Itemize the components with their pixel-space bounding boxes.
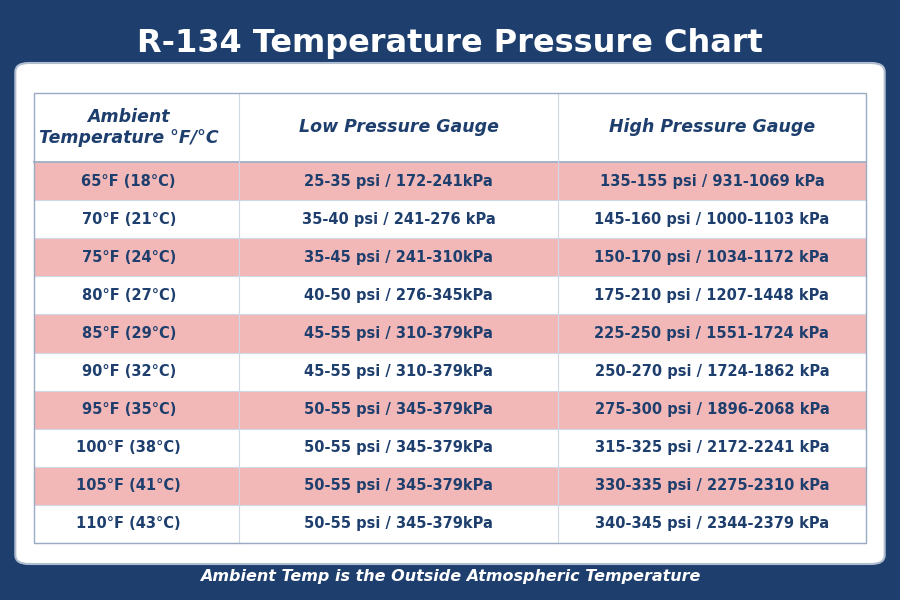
Text: Ambient Temp is the Outside Atmospheric Temperature: Ambient Temp is the Outside Atmospheric … bbox=[200, 569, 700, 583]
Bar bbox=[34, 238, 866, 276]
Text: 340-345 psi / 2344-2379 kPa: 340-345 psi / 2344-2379 kPa bbox=[595, 517, 829, 532]
Text: Low Pressure Gauge: Low Pressure Gauge bbox=[299, 118, 499, 136]
Bar bbox=[34, 276, 866, 314]
Text: 35-40 psi / 241-276 kPa: 35-40 psi / 241-276 kPa bbox=[302, 212, 496, 227]
Bar bbox=[34, 391, 866, 428]
Bar bbox=[34, 314, 866, 352]
Text: 40-50 psi / 276-345kPa: 40-50 psi / 276-345kPa bbox=[304, 288, 493, 303]
Text: Ambient
Temperature °F/°C: Ambient Temperature °F/°C bbox=[39, 108, 219, 147]
Bar bbox=[34, 467, 866, 505]
Text: 105°F (41°C): 105°F (41°C) bbox=[76, 478, 181, 493]
Text: 95°F (35°C): 95°F (35°C) bbox=[82, 402, 176, 417]
Text: 25-35 psi / 172-241kPa: 25-35 psi / 172-241kPa bbox=[304, 173, 493, 188]
Text: 315-325 psi / 2172-2241 kPa: 315-325 psi / 2172-2241 kPa bbox=[595, 440, 829, 455]
Text: 50-55 psi / 345-379kPa: 50-55 psi / 345-379kPa bbox=[304, 478, 493, 493]
Text: 250-270 psi / 1724-1862 kPa: 250-270 psi / 1724-1862 kPa bbox=[595, 364, 829, 379]
Text: 50-55 psi / 345-379kPa: 50-55 psi / 345-379kPa bbox=[304, 517, 493, 532]
Text: 145-160 psi / 1000-1103 kPa: 145-160 psi / 1000-1103 kPa bbox=[594, 212, 830, 227]
Text: 45-55 psi / 310-379kPa: 45-55 psi / 310-379kPa bbox=[304, 326, 493, 341]
Text: 90°F (32°C): 90°F (32°C) bbox=[82, 364, 176, 379]
Text: 225-250 psi / 1551-1724 kPa: 225-250 psi / 1551-1724 kPa bbox=[595, 326, 829, 341]
Bar bbox=[34, 428, 866, 467]
Bar bbox=[34, 200, 866, 238]
Text: 275-300 psi / 1896-2068 kPa: 275-300 psi / 1896-2068 kPa bbox=[595, 402, 829, 417]
Text: 35-45 psi / 241-310kPa: 35-45 psi / 241-310kPa bbox=[304, 250, 493, 265]
Text: 110°F (43°C): 110°F (43°C) bbox=[76, 517, 181, 532]
Text: 330-335 psi / 2275-2310 kPa: 330-335 psi / 2275-2310 kPa bbox=[595, 478, 829, 493]
Text: 100°F (38°C): 100°F (38°C) bbox=[76, 440, 181, 455]
Text: 65°F (18°C): 65°F (18°C) bbox=[81, 173, 176, 188]
Text: High Pressure Gauge: High Pressure Gauge bbox=[608, 118, 815, 136]
Bar bbox=[34, 505, 866, 543]
Text: 150-170 psi / 1034-1172 kPa: 150-170 psi / 1034-1172 kPa bbox=[594, 250, 830, 265]
Text: 45-55 psi / 310-379kPa: 45-55 psi / 310-379kPa bbox=[304, 364, 493, 379]
Text: R-134 Temperature Pressure Chart: R-134 Temperature Pressure Chart bbox=[137, 28, 763, 59]
FancyBboxPatch shape bbox=[15, 63, 885, 564]
Bar bbox=[34, 162, 866, 200]
Text: 50-55 psi / 345-379kPa: 50-55 psi / 345-379kPa bbox=[304, 402, 493, 417]
Text: 75°F (24°C): 75°F (24°C) bbox=[82, 250, 176, 265]
Bar bbox=[34, 353, 866, 391]
Text: 70°F (21°C): 70°F (21°C) bbox=[82, 212, 176, 227]
Text: 135-155 psi / 931-1069 kPa: 135-155 psi / 931-1069 kPa bbox=[599, 173, 824, 188]
Bar bbox=[34, 93, 866, 543]
Text: 175-210 psi / 1207-1448 kPa: 175-210 psi / 1207-1448 kPa bbox=[595, 288, 829, 303]
Text: 50-55 psi / 345-379kPa: 50-55 psi / 345-379kPa bbox=[304, 440, 493, 455]
Text: 85°F (29°C): 85°F (29°C) bbox=[82, 326, 176, 341]
Text: 80°F (27°C): 80°F (27°C) bbox=[82, 288, 176, 303]
